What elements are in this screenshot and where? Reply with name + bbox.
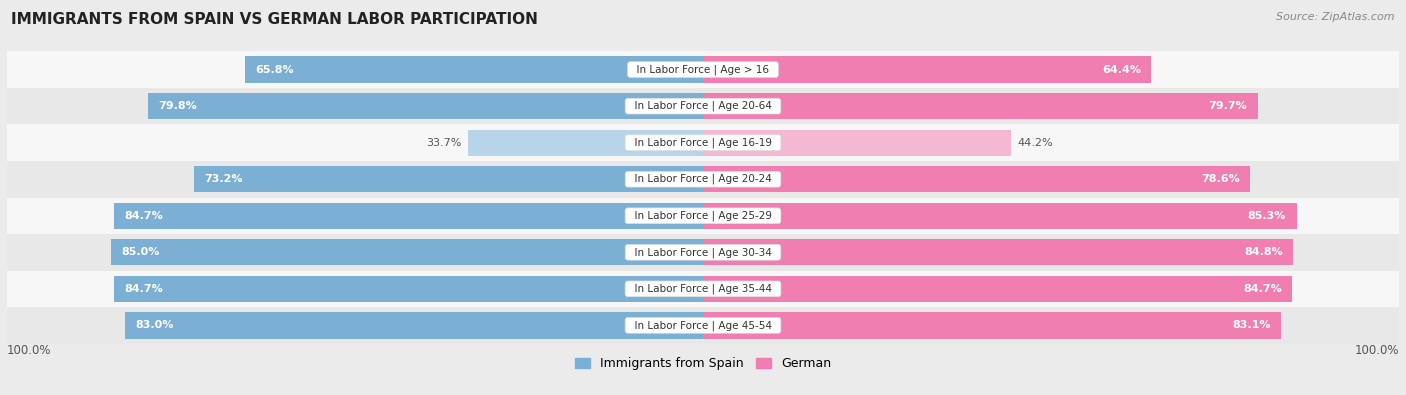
Text: In Labor Force | Age 30-34: In Labor Force | Age 30-34: [628, 247, 778, 258]
Bar: [7, 88, 1399, 124]
Text: 64.4%: 64.4%: [1102, 65, 1140, 75]
Bar: [125, 312, 703, 339]
Text: In Labor Force | Age 35-44: In Labor Force | Age 35-44: [627, 284, 779, 294]
Text: In Labor Force | Age 16-19: In Labor Force | Age 16-19: [627, 137, 779, 148]
Bar: [7, 161, 1399, 198]
Text: 79.8%: 79.8%: [157, 101, 197, 111]
Bar: [703, 130, 1011, 156]
Text: 83.0%: 83.0%: [136, 320, 174, 330]
Bar: [7, 234, 1399, 271]
Bar: [703, 203, 1296, 229]
Bar: [111, 239, 703, 265]
Text: In Labor Force | Age 20-24: In Labor Force | Age 20-24: [628, 174, 778, 184]
Text: 33.7%: 33.7%: [426, 138, 461, 148]
Bar: [703, 312, 1281, 339]
Bar: [703, 239, 1294, 265]
Text: 100.0%: 100.0%: [7, 344, 52, 357]
Bar: [7, 198, 1399, 234]
Text: 84.7%: 84.7%: [124, 211, 163, 221]
Bar: [114, 276, 703, 302]
Text: In Labor Force | Age 25-29: In Labor Force | Age 25-29: [627, 211, 779, 221]
Text: 85.0%: 85.0%: [122, 247, 160, 257]
Bar: [703, 93, 1258, 119]
Text: In Labor Force | Age 20-64: In Labor Force | Age 20-64: [628, 101, 778, 111]
Bar: [7, 51, 1399, 88]
Bar: [7, 307, 1399, 344]
Text: 73.2%: 73.2%: [204, 174, 242, 184]
Bar: [703, 56, 1152, 83]
Text: 65.8%: 65.8%: [256, 65, 294, 75]
Text: 100.0%: 100.0%: [1354, 344, 1399, 357]
Text: 84.7%: 84.7%: [124, 284, 163, 294]
Bar: [245, 56, 703, 83]
Bar: [148, 93, 703, 119]
Text: 85.3%: 85.3%: [1249, 211, 1286, 221]
Bar: [194, 166, 703, 192]
Bar: [7, 271, 1399, 307]
Text: 84.8%: 84.8%: [1244, 247, 1282, 257]
Bar: [468, 130, 703, 156]
Text: IMMIGRANTS FROM SPAIN VS GERMAN LABOR PARTICIPATION: IMMIGRANTS FROM SPAIN VS GERMAN LABOR PA…: [11, 12, 538, 27]
Text: In Labor Force | Age 45-54: In Labor Force | Age 45-54: [627, 320, 779, 331]
Text: 83.1%: 83.1%: [1233, 320, 1271, 330]
Bar: [114, 203, 703, 229]
Bar: [703, 166, 1250, 192]
Legend: Immigrants from Spain, German: Immigrants from Spain, German: [569, 352, 837, 375]
Bar: [7, 124, 1399, 161]
Text: Source: ZipAtlas.com: Source: ZipAtlas.com: [1277, 12, 1395, 22]
Text: In Labor Force | Age > 16: In Labor Force | Age > 16: [630, 64, 776, 75]
Bar: [703, 276, 1292, 302]
Text: 79.7%: 79.7%: [1209, 101, 1247, 111]
Text: 78.6%: 78.6%: [1201, 174, 1240, 184]
Text: 84.7%: 84.7%: [1243, 284, 1282, 294]
Text: 44.2%: 44.2%: [1018, 138, 1053, 148]
